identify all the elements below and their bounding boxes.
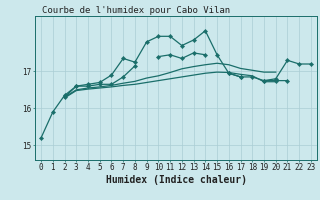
X-axis label: Humidex (Indice chaleur): Humidex (Indice chaleur): [106, 175, 246, 185]
Text: Courbe de l'humidex pour Cabo Vilan: Courbe de l'humidex pour Cabo Vilan: [42, 6, 230, 15]
